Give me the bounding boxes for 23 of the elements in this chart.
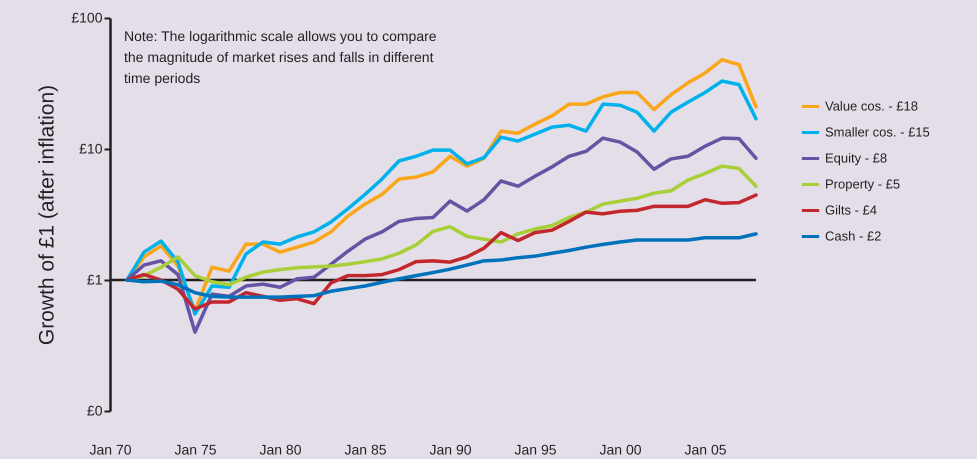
x-tick-label: Jan 80	[259, 442, 302, 458]
x-tick-label: Jan 05	[684, 442, 727, 458]
x-tick-label: Jan 75	[174, 442, 217, 458]
line-series	[125, 232, 758, 299]
y-axis-title: Growth of £1 (after inflation)	[35, 84, 58, 346]
x-tick-label: Jan 95	[514, 442, 557, 458]
line-series	[125, 193, 758, 311]
x-tick-label: Jan 00	[599, 442, 642, 458]
x-tick-label: Jan 70	[89, 442, 132, 458]
line-series	[125, 136, 758, 334]
x-tick-label: Jan 90	[429, 442, 472, 458]
legend-label: Cash - £2	[825, 228, 882, 244]
legend-label: Smaller cos. - £15	[825, 124, 930, 140]
legend-label: Value cos. - £18	[825, 98, 918, 114]
y-tick-label: £0	[86, 402, 103, 418]
legend-label: Equity - £8	[825, 150, 888, 166]
y-tick-label: £10	[79, 140, 103, 156]
annotation: Note: The logarithmic scale allows you to compare the magnitude of market rises and falls in different time periods	[124, 28, 437, 86]
legend-label: Property - £5	[825, 176, 900, 192]
x-tick-label: Jan 85	[344, 442, 387, 458]
y-tick-label: £1	[86, 272, 103, 288]
y-tick-label: £100	[71, 10, 103, 26]
legend-label: Gilts - £4	[825, 202, 878, 218]
